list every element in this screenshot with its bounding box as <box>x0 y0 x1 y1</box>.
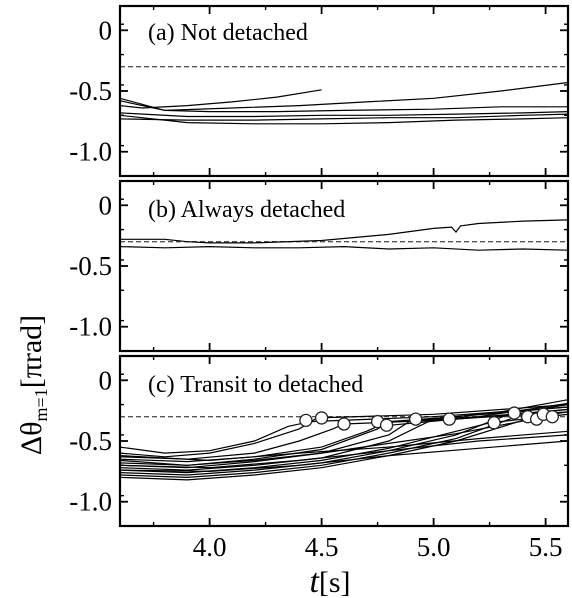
panel-c-series-6 <box>120 402 568 469</box>
panel-c-transition-marker <box>507 406 521 420</box>
panel-b-label: (b) Always detached <box>148 197 345 223</box>
panel-a-series-2 <box>120 81 568 112</box>
panel-c-transition-marker <box>337 417 351 431</box>
panel-c-transition-marker <box>442 412 456 426</box>
panel-c-series-13 <box>120 434 568 469</box>
panel-c-series-15 <box>120 430 568 462</box>
y-axis-label-subscript: m=1 <box>31 388 51 421</box>
panel-b-plot-area <box>120 219 568 251</box>
panel-c-y-tick-label: -1.0 <box>69 487 112 517</box>
y-axis-label-base: Δθ <box>15 421 48 455</box>
panel-a-series-3 <box>120 97 568 113</box>
panel-a-series-4 <box>120 111 568 118</box>
panel-b-series-2 <box>120 245 568 251</box>
panel-a-series-6 <box>120 114 568 125</box>
y-axis-label: Δθm=1[πrad] <box>15 315 51 455</box>
panel-a-series-1 <box>120 89 322 109</box>
x-axis-label-var: t <box>309 563 320 598</box>
panel-c-y-tick-label: -0.5 <box>69 426 112 456</box>
panel-a-y-tick-label: -0.5 <box>69 76 112 106</box>
panel-a-plot-area <box>120 66 568 125</box>
panel-b-y-tick-label: 0 <box>99 190 113 220</box>
panel-c: 0 -0.5 -1.0 4.0 4.5 5.0 5.5 (c) Transit to deta… <box>69 354 570 562</box>
panel-c-x-tick-label: 5.5 <box>529 532 563 562</box>
panel-c-transition-marker <box>545 410 559 424</box>
panel-a-y-tick-label: 0 <box>99 15 113 45</box>
x-axis-label-unit: [s] <box>319 566 351 598</box>
panel-a-series-5 <box>120 113 568 121</box>
panel-c-x-tick-label: 5.0 <box>417 532 451 562</box>
panel-a-y-tick-label: -1.0 <box>69 137 112 167</box>
panel-c-series-14 <box>120 440 568 473</box>
panel-b-series-1 <box>120 219 568 244</box>
panel-c-y-tick-label: 0 <box>99 365 113 395</box>
panel-b-y-tick-label: -0.5 <box>69 251 112 281</box>
panel-a: 0 -0.5 -1.0 (a) Not detached <box>69 4 570 178</box>
panel-c-transition-marker <box>409 412 423 426</box>
x-axis-label: t[s] <box>309 563 350 598</box>
panel-c-transition-marker <box>314 411 329 425</box>
y-axis-label-unit: [πrad] <box>15 315 48 388</box>
panel-c-plot-area <box>120 399 568 481</box>
panel-b-y-tick-label: -1.0 <box>69 312 112 342</box>
panel-c-series-9 <box>120 404 568 476</box>
panel-c-x-tick-label: 4.0 <box>193 532 227 562</box>
panel-c-label: (c) Transit to detached <box>148 372 363 398</box>
panel-c-transition-marker <box>379 418 394 432</box>
panel-b: 0 -0.5 -1.0 (b) Always detached <box>69 179 570 353</box>
panel-c-transition-marker <box>487 416 501 430</box>
panel-c-transition-marker <box>299 413 313 428</box>
panel-c-x-tick-label: 4.5 <box>305 532 339 562</box>
panel-a-label: (a) Not detached <box>148 20 308 46</box>
